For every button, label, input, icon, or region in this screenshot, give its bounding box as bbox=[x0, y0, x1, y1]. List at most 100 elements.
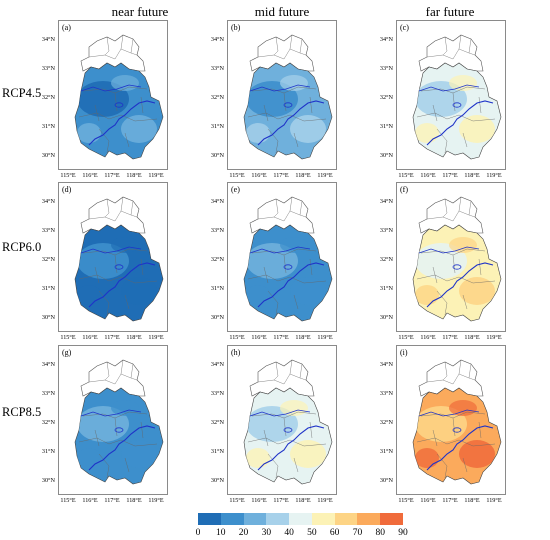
lat-label: 33°N bbox=[379, 227, 393, 234]
district-boundaries bbox=[78, 411, 158, 479]
colorbar-tick-label: 30 bbox=[261, 528, 272, 538]
lon-label: 116°E bbox=[251, 334, 267, 341]
lat-label: 31°N bbox=[210, 123, 224, 130]
yangtze-river bbox=[426, 100, 494, 146]
lat-label: 31°N bbox=[379, 123, 393, 130]
lon-label: 118°E bbox=[126, 497, 142, 504]
colorbar-tick-label: 60 bbox=[329, 528, 340, 538]
lat-label: 30°N bbox=[41, 314, 55, 321]
lon-label: 116°E bbox=[82, 497, 98, 504]
map-svg bbox=[412, 34, 502, 160]
lat-label: 30°N bbox=[210, 152, 224, 159]
chaohu-lake bbox=[452, 264, 462, 270]
lat-label: 33°N bbox=[379, 390, 393, 397]
colorbar-tick-label: 80 bbox=[375, 528, 385, 538]
map-panel-e: (e) bbox=[227, 182, 337, 332]
colorbar-swatch bbox=[220, 513, 244, 525]
huai-river bbox=[80, 246, 142, 254]
lat-label: 32°N bbox=[41, 256, 55, 263]
chaohu-lake bbox=[452, 102, 462, 108]
huai-river bbox=[418, 84, 480, 92]
northern-region-outline bbox=[418, 196, 484, 234]
value-patches bbox=[77, 75, 157, 143]
yangtze-river bbox=[257, 262, 325, 308]
yangtze-river bbox=[88, 100, 156, 146]
lon-label: 119°E bbox=[317, 334, 333, 341]
chaohu-lake bbox=[114, 264, 124, 270]
lon-label: 117°E bbox=[442, 334, 458, 341]
district-boundaries bbox=[78, 86, 158, 154]
lat-label: 30°N bbox=[41, 477, 55, 484]
lat-label: 34°N bbox=[41, 36, 55, 43]
huai-river bbox=[80, 409, 142, 417]
column-title-far-future: far future bbox=[425, 4, 475, 19]
lat-label: 30°N bbox=[379, 477, 393, 484]
district-boundaries bbox=[416, 411, 496, 479]
lon-label: 118°E bbox=[126, 334, 142, 341]
chaohu-lake bbox=[283, 264, 293, 270]
lat-label: 33°N bbox=[210, 390, 224, 397]
lon-label: 115°E bbox=[60, 497, 76, 504]
northern-boundaries bbox=[426, 34, 476, 60]
lon-label: 118°E bbox=[295, 172, 311, 179]
colorbar-swatch bbox=[243, 513, 267, 525]
northern-region-outline bbox=[249, 34, 315, 72]
lat-label: 33°N bbox=[41, 227, 55, 234]
lat-label: 30°N bbox=[210, 477, 224, 484]
lat-label: 31°N bbox=[210, 448, 224, 455]
northern-region-outline bbox=[80, 196, 146, 234]
panel-label: (i) bbox=[400, 348, 408, 357]
district-boundaries bbox=[247, 411, 327, 479]
lat-label: 33°N bbox=[41, 65, 55, 72]
lat-label: 31°N bbox=[41, 285, 55, 292]
lon-label: 117°E bbox=[104, 172, 120, 179]
northern-boundaries bbox=[426, 196, 476, 222]
colorbar-tick-label: 40 bbox=[284, 528, 294, 538]
huai-river bbox=[249, 84, 311, 92]
colorbar-swatch bbox=[311, 513, 335, 525]
lat-label: 33°N bbox=[41, 390, 55, 397]
map-svg bbox=[412, 359, 502, 485]
district-boundaries bbox=[416, 86, 496, 154]
yangtze-river bbox=[257, 100, 325, 146]
northern-region-outline bbox=[418, 34, 484, 72]
northern-region-outline bbox=[80, 34, 146, 72]
colorbar-swatch bbox=[266, 513, 290, 525]
lon-label: 119°E bbox=[486, 334, 502, 341]
row-title-rcp60: RCP6.0 bbox=[2, 240, 42, 254]
map-panel-d: (d) bbox=[58, 182, 168, 332]
lon-label: 117°E bbox=[273, 497, 289, 504]
lat-label: 32°N bbox=[210, 94, 224, 101]
map-panel-a: (a) bbox=[58, 20, 168, 170]
northern-boundaries bbox=[426, 359, 476, 385]
lat-label: 34°N bbox=[210, 361, 224, 368]
lat-label: 32°N bbox=[210, 256, 224, 263]
panel-label: (h) bbox=[231, 348, 241, 357]
district-boundaries bbox=[78, 248, 158, 316]
huai-river bbox=[249, 409, 311, 417]
lon-label: 115°E bbox=[229, 172, 245, 179]
lon-label: 115°E bbox=[229, 497, 245, 504]
colorbar-swatch bbox=[289, 513, 312, 525]
panel-label: (f) bbox=[400, 185, 408, 194]
huai-river bbox=[418, 409, 480, 417]
colorbar-swatch bbox=[334, 513, 358, 525]
map-svg bbox=[243, 34, 333, 160]
lat-label: 32°N bbox=[210, 419, 224, 426]
colorbar bbox=[198, 513, 404, 525]
panel-label: (a) bbox=[62, 23, 71, 32]
northern-region-outline bbox=[249, 359, 315, 397]
lon-label: 115°E bbox=[60, 334, 76, 341]
northern-boundaries bbox=[257, 359, 307, 385]
lat-label: 32°N bbox=[379, 94, 393, 101]
lon-label: 115°E bbox=[60, 172, 76, 179]
value-patches bbox=[246, 237, 326, 305]
yangtze-river bbox=[426, 425, 494, 471]
colorbar-swatch bbox=[380, 513, 404, 525]
lat-label: 31°N bbox=[379, 448, 393, 455]
lat-label: 34°N bbox=[210, 198, 224, 205]
lat-label: 34°N bbox=[379, 361, 393, 368]
lat-label: 33°N bbox=[379, 65, 393, 72]
chaohu-lake bbox=[283, 427, 293, 433]
panel-label: (d) bbox=[62, 185, 72, 194]
